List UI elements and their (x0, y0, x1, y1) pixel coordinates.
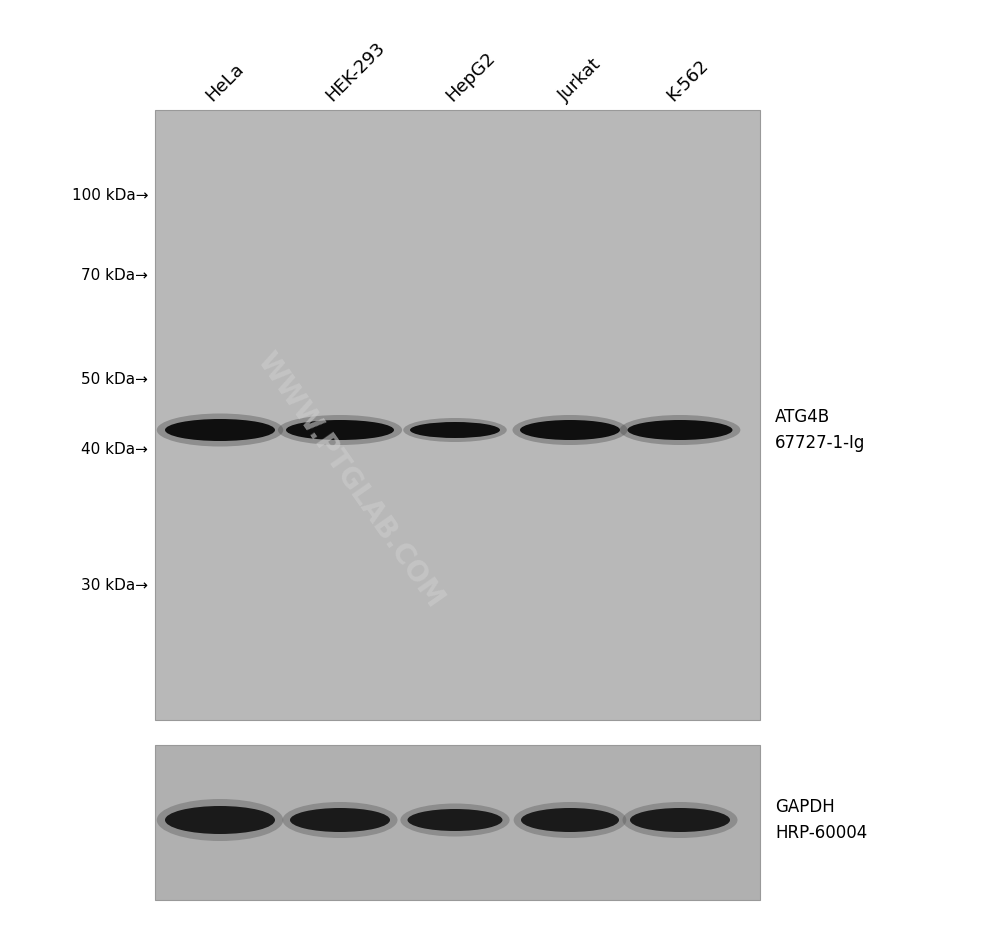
Ellipse shape (513, 802, 625, 838)
Ellipse shape (627, 420, 732, 440)
Text: GAPDH
HRP-60004: GAPDH HRP-60004 (774, 799, 867, 842)
Ellipse shape (408, 809, 502, 831)
Ellipse shape (400, 803, 509, 836)
Ellipse shape (619, 415, 740, 445)
Ellipse shape (282, 802, 397, 838)
Text: WWW.PTGLAB.COM: WWW.PTGLAB.COM (250, 347, 448, 613)
Bar (155, 745, 759, 900)
Text: HeLa: HeLa (202, 60, 248, 105)
Bar (155, 110, 759, 720)
Ellipse shape (622, 802, 737, 838)
Ellipse shape (289, 808, 390, 832)
Ellipse shape (285, 420, 394, 440)
Ellipse shape (403, 418, 506, 442)
Ellipse shape (277, 415, 402, 445)
Ellipse shape (165, 419, 274, 441)
Ellipse shape (410, 422, 500, 438)
Text: 40 kDa→: 40 kDa→ (82, 442, 148, 457)
Ellipse shape (165, 806, 274, 834)
Text: ATG4B
67727-1-Ig: ATG4B 67727-1-Ig (774, 409, 865, 452)
Ellipse shape (157, 413, 283, 447)
Text: 30 kDa→: 30 kDa→ (81, 577, 148, 592)
Text: HEK-293: HEK-293 (322, 39, 388, 105)
Ellipse shape (629, 808, 730, 832)
Text: Jurkat: Jurkat (555, 55, 604, 105)
Text: K-562: K-562 (663, 57, 711, 105)
Ellipse shape (157, 799, 283, 841)
Ellipse shape (521, 808, 618, 832)
Text: HepG2: HepG2 (441, 48, 498, 105)
Ellipse shape (512, 415, 627, 445)
Text: 50 kDa→: 50 kDa→ (82, 372, 148, 387)
Text: 70 kDa→: 70 kDa→ (82, 267, 148, 282)
Text: 100 kDa→: 100 kDa→ (72, 187, 148, 203)
Ellipse shape (520, 420, 619, 440)
